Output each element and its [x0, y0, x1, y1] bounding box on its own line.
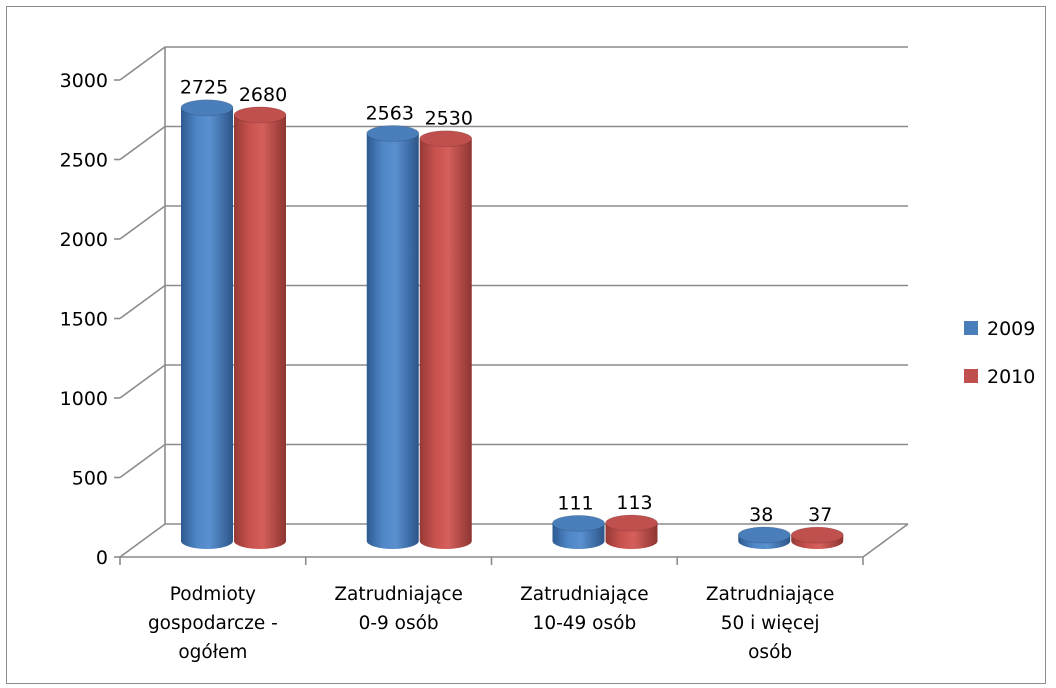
gridline: [119, 46, 908, 81]
bars: [180, 99, 844, 550]
bar-body: [419, 138, 472, 550]
y-tick-label: 1500: [60, 309, 108, 331]
data-label: 113: [616, 492, 652, 514]
data-label: 111: [557, 492, 593, 514]
floor-right-edge: [862, 523, 909, 558]
x-category-label-line: 0-9 osób: [359, 613, 439, 634]
bar-top: [419, 130, 473, 148]
bar-top: [790, 526, 844, 544]
x-category-label-line: 10-49 osób: [533, 613, 637, 634]
chart-frame: [6, 6, 1046, 684]
y-tick-label: 500: [72, 468, 108, 490]
x-category-label-line: 50 i więcej: [721, 613, 820, 634]
x-category-label-line: Zatrudniające: [520, 584, 649, 605]
bar-2009: [180, 99, 234, 549]
data-label: 38: [749, 504, 773, 526]
data-label: 2563: [366, 102, 414, 124]
bar-top: [233, 106, 287, 124]
y-tick-label: 3000: [60, 70, 108, 92]
bar-body: [366, 133, 419, 549]
data-labels: 2725 2680 2563 2530 111 113 38 37: [180, 77, 833, 526]
x-category-label: Zatrudniające 10-49 osób: [520, 584, 649, 634]
data-label: 2725: [180, 77, 228, 99]
x-category-label-line: osób: [748, 642, 792, 663]
y-tick-label: 0: [96, 547, 108, 569]
y-axis: 0 500 1000 1500 2000 2500 3000: [60, 70, 120, 569]
y-tick-label: 1000: [60, 388, 108, 410]
bar-top: [180, 99, 234, 117]
legend: 2009 2010: [964, 318, 1035, 388]
legend-swatch-2009: [964, 321, 978, 335]
bar-top: [605, 514, 658, 532]
bar-2010: [790, 526, 844, 549]
x-category-label-line: Zatrudniające: [706, 584, 835, 605]
legend-label: 2010: [987, 366, 1035, 388]
x-category-label-line: Podmioty: [170, 584, 256, 605]
bar-top: [737, 526, 791, 544]
x-category-label: Podmioty gospodarcze - ogółem: [148, 584, 278, 663]
plot-walls: [119, 46, 908, 558]
x-category-label-line: ogółem: [178, 642, 247, 663]
bar-top: [552, 514, 605, 532]
y-tick-label: 2500: [60, 150, 108, 172]
legend-swatch-2010: [964, 369, 978, 383]
y-tick-label: 2000: [60, 229, 108, 251]
bar-2010: [605, 514, 658, 549]
data-label: 37: [808, 504, 832, 526]
x-category-label-line: Zatrudniające: [334, 584, 463, 605]
x-category-label: Zatrudniające 0-9 osób: [334, 584, 463, 634]
bar-2009: [552, 514, 605, 549]
x-category-label: Zatrudniające 50 i więcej osób: [706, 584, 835, 663]
bar-2010: [419, 130, 473, 550]
bar-2009: [737, 526, 791, 549]
bar-top: [366, 125, 420, 142]
data-label: 2680: [239, 84, 287, 106]
bar-2009: [366, 125, 420, 549]
bar-body: [234, 114, 286, 549]
data-label: 2530: [425, 108, 473, 130]
bar-2010: [233, 106, 287, 549]
x-category-label-line: gospodarcze -: [148, 613, 278, 634]
bar-body: [181, 107, 233, 549]
legend-label: 2009: [987, 318, 1035, 340]
x-axis: Podmioty gospodarcze - ogółem Zatrudniające…: [119, 523, 909, 663]
